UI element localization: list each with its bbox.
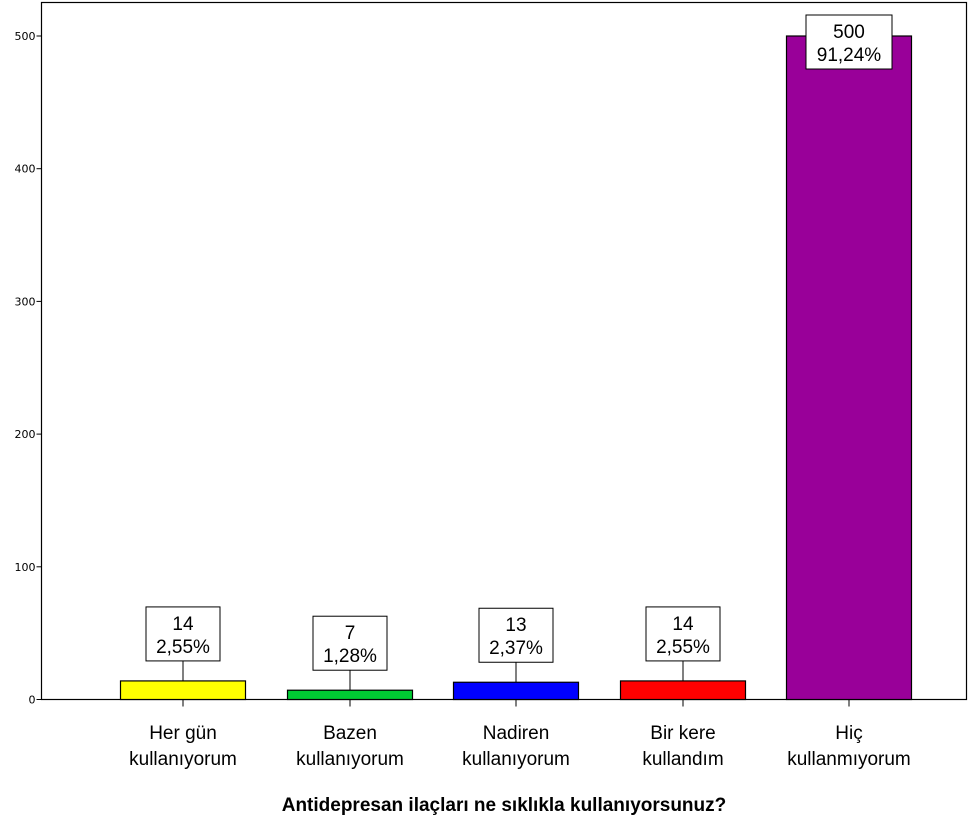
category-label-line1: Her gün [149,723,217,744]
y-tick-label: 0 [29,694,36,707]
data-label-box [478,607,554,663]
category-label-line2: kullanmıyorum [787,749,911,770]
bar [119,680,247,701]
count-label: 14 [672,614,694,635]
y-axis: 0 100 200 300 400 500 [15,30,42,707]
count-label: 7 [345,623,356,644]
percent-label: 1,28% [323,646,377,667]
percent-label: 2,55% [656,637,710,658]
data-label-box [805,14,893,70]
category-label-line2: kullanıyorum [296,749,404,770]
category-label-line1: Nadiren [483,723,550,744]
count-label: 500 [833,22,865,43]
category-label-line1: Bazen [323,723,377,744]
x-axis: Her gün kullanıyorum Bazen kullanıyorum Nadi… [129,699,911,770]
category-label-line2: kullanıyorum [462,749,570,770]
data-label-box [645,606,721,662]
bar [286,689,414,701]
data-label-box [145,606,221,662]
category-label-line1: Bir kere [650,723,715,744]
x-axis-title: Antidepresan ilaçları ne sıklıkla kullan… [282,795,727,816]
y-tick-label: 100 [15,561,36,574]
percent-label: 91,24% [817,45,882,66]
percent-label: 2,37% [489,638,543,659]
y-tick-label: 400 [15,163,36,176]
category-label-line2: kullanıyorum [129,749,237,770]
count-label: 14 [172,614,194,635]
y-tick-label: 500 [15,30,36,43]
y-tick-label: 300 [15,295,36,308]
bar [452,681,580,701]
percent-label: 2,55% [156,637,210,658]
bar [619,680,747,701]
data-label-box [312,615,388,671]
y-tick-label: 200 [15,428,36,441]
count-label: 13 [505,615,526,636]
category-label-line2: kullandım [642,749,723,770]
category-label-line1: Hiç [835,723,862,744]
bar [785,35,913,701]
